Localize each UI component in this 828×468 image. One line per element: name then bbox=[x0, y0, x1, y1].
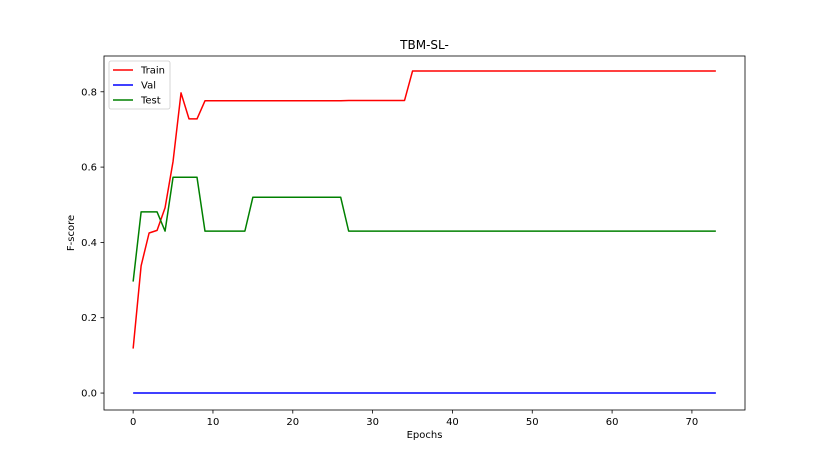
y-tick-label: 0.0 bbox=[81, 389, 97, 400]
x-axis-label: Epochs bbox=[407, 430, 443, 441]
y-axis-ticks: 0.0 0.2 0.4 0.6 0.8 bbox=[81, 87, 104, 400]
x-tick-label: 10 bbox=[207, 417, 220, 428]
series-lines bbox=[132, 70, 716, 394]
legend: Train Val Test bbox=[108, 60, 171, 110]
x-tick-label: 40 bbox=[446, 417, 459, 428]
y-tick-label: 0.8 bbox=[81, 87, 97, 98]
legend-label-val: Val bbox=[141, 81, 156, 92]
x-tick-label: 20 bbox=[286, 417, 299, 428]
x-axis-ticks: 0 10 20 30 40 50 60 70 bbox=[130, 410, 698, 428]
plot-area bbox=[104, 56, 745, 410]
x-tick-label: 60 bbox=[606, 417, 619, 428]
x-tick-label: 30 bbox=[366, 417, 379, 428]
series-line-train bbox=[132, 70, 716, 349]
legend-label-train: Train bbox=[140, 66, 165, 77]
y-axis-label: F-score bbox=[66, 215, 77, 251]
series-line-test bbox=[132, 176, 716, 282]
chart-title: TBM-SL- bbox=[399, 38, 449, 52]
x-tick-label: 70 bbox=[686, 417, 699, 428]
x-tick-label: 50 bbox=[526, 417, 539, 428]
legend-box bbox=[108, 60, 171, 110]
x-tick-label: 0 bbox=[130, 417, 136, 428]
y-tick-label: 0.2 bbox=[81, 313, 97, 324]
legend-label-test: Test bbox=[140, 96, 161, 107]
plot-frame bbox=[103, 55, 746, 411]
y-tick-label: 0.4 bbox=[81, 238, 97, 249]
y-tick-label: 0.6 bbox=[81, 163, 97, 174]
